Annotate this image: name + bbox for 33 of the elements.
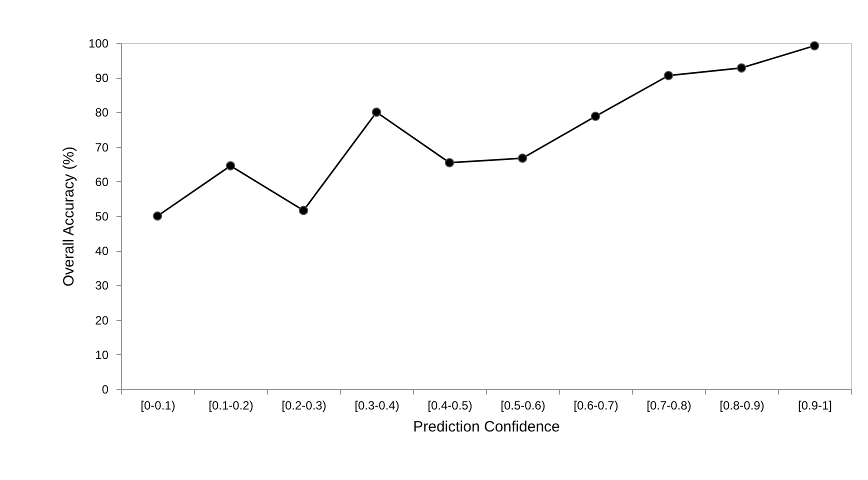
y-tick-label: 10 [95, 348, 109, 362]
x-tick-label: [0.8-0.9) [720, 398, 764, 412]
y-tick-label: 80 [95, 106, 109, 120]
y-tick-label: 50 [95, 210, 109, 224]
point [736, 63, 746, 73]
point [518, 154, 528, 163]
point [810, 41, 820, 50]
y-tick-label: 0 [102, 382, 109, 396]
x-tick-label: [0.9-1] [798, 398, 832, 412]
x-tick-label: [0.3-0.4) [354, 398, 400, 412]
x-tick-label: [0-0.1) [140, 398, 176, 412]
y-tick-label: 20 [95, 313, 109, 328]
x-tick-label: [0.7-0.8) [646, 398, 692, 412]
y-tick-label: 100 [88, 36, 109, 50]
x-tick-label: [0.6-0.7) [574, 398, 618, 412]
y-axis-title: Overall Accuracy (%) [60, 146, 78, 287]
point [152, 211, 162, 221]
point [298, 206, 308, 216]
y-tick-label: 40 [95, 244, 109, 258]
x-axis-title: Prediction Confidence [413, 418, 560, 436]
y-tick-label: 90 [95, 71, 109, 86]
x-tick-label: [0.5-0.6) [500, 398, 546, 412]
y-tick-label: 60 [95, 174, 109, 189]
point [226, 161, 236, 171]
y-tick-label: 70 [95, 140, 109, 154]
x-tick-label: [0.4-0.5) [428, 398, 472, 412]
y-tick-label: 30 [95, 278, 109, 293]
x-tick-label: [0.2-0.3) [282, 398, 326, 412]
point [664, 70, 674, 80]
point [372, 108, 382, 117]
point [444, 158, 454, 168]
point [590, 112, 600, 122]
x-tick-label: [0.1-0.2) [208, 398, 254, 412]
